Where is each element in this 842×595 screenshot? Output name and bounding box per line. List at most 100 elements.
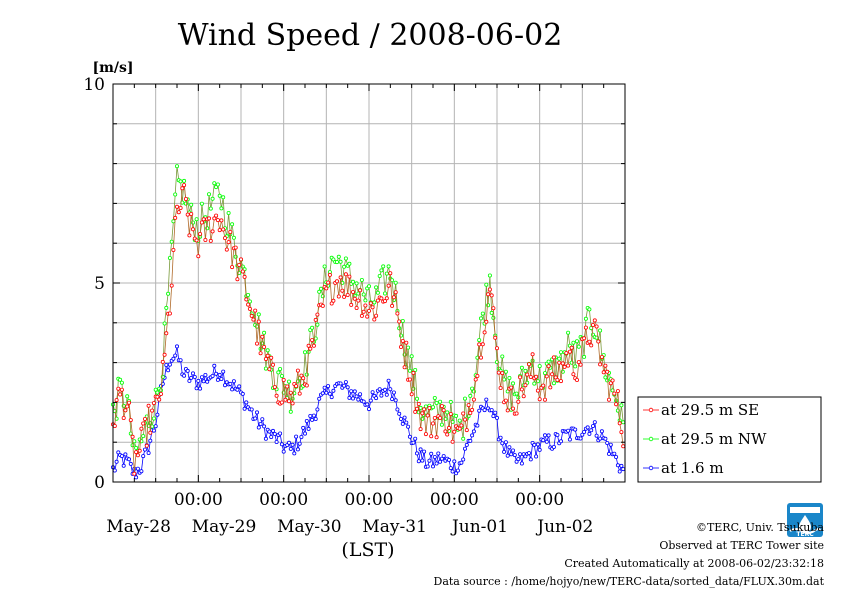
data-point	[575, 377, 580, 382]
data-point	[230, 387, 235, 392]
data-point	[260, 417, 265, 422]
data-point	[281, 449, 286, 454]
data-point	[466, 403, 471, 408]
data-point	[573, 427, 578, 432]
wave-icon	[789, 528, 821, 534]
data-point	[523, 368, 528, 373]
data-point	[256, 319, 261, 324]
data-point	[196, 254, 201, 259]
data-point	[550, 372, 555, 377]
data-point	[297, 441, 302, 446]
data-point	[134, 475, 139, 480]
data-point	[532, 442, 537, 447]
data-point	[503, 369, 508, 374]
data-point	[429, 451, 434, 456]
data-point	[215, 377, 220, 382]
data-point	[448, 466, 453, 471]
data-point	[338, 381, 343, 386]
legend-box	[637, 396, 822, 483]
data-point	[441, 454, 446, 459]
data-point	[233, 245, 238, 250]
data-point	[425, 464, 430, 469]
data-point	[173, 353, 178, 358]
data-point	[354, 394, 359, 399]
data-point	[219, 218, 224, 223]
data-point	[398, 344, 403, 349]
data-point	[233, 254, 238, 259]
data-point	[306, 426, 311, 431]
data-point	[116, 386, 121, 391]
data-point	[194, 217, 199, 222]
data-point	[183, 196, 188, 201]
data-point	[418, 447, 423, 452]
data-point	[407, 377, 412, 382]
data-point	[482, 330, 487, 335]
data-point	[121, 415, 126, 420]
data-point	[324, 286, 329, 291]
data-point	[534, 454, 539, 459]
data-point	[254, 410, 259, 415]
data-point	[448, 399, 453, 404]
water-drop-icon	[799, 515, 811, 533]
data-point	[267, 429, 272, 434]
data-point	[343, 380, 348, 385]
data-point	[119, 380, 124, 385]
data-point	[395, 407, 400, 412]
data-point	[274, 393, 279, 398]
data-point	[382, 291, 387, 296]
data-point	[555, 432, 560, 437]
data-point	[318, 286, 323, 291]
data-point	[340, 288, 345, 293]
data-point	[569, 345, 574, 350]
data-point	[281, 377, 286, 382]
data-point	[498, 435, 503, 440]
data-point	[502, 449, 507, 454]
data-point	[598, 362, 603, 367]
data-point	[384, 392, 389, 397]
data-point	[327, 391, 332, 396]
data-point	[315, 322, 320, 327]
data-point	[221, 195, 226, 200]
data-point	[523, 383, 528, 388]
data-point	[551, 355, 556, 360]
data-point	[500, 354, 505, 359]
data-point	[242, 274, 247, 279]
data-point	[413, 436, 418, 441]
data-point	[235, 387, 240, 392]
data-point	[619, 463, 624, 468]
data-point	[607, 451, 612, 456]
data-point	[411, 370, 416, 375]
data-point	[619, 403, 624, 408]
data-point	[594, 433, 599, 438]
date-label: May-28	[106, 517, 171, 537]
data-point	[546, 433, 551, 438]
data-point	[505, 453, 510, 458]
data-point	[429, 434, 434, 439]
data-point	[157, 397, 162, 402]
terc-logo: TERC	[787, 503, 823, 538]
data-point	[576, 344, 581, 349]
data-point	[288, 409, 293, 414]
data-point	[141, 421, 146, 426]
data-point	[543, 397, 548, 402]
data-point	[413, 367, 418, 372]
data-point	[123, 452, 128, 457]
data-point	[459, 460, 464, 465]
data-point	[308, 346, 313, 351]
data-point	[477, 342, 482, 347]
data-point	[528, 374, 533, 379]
data-point	[400, 421, 405, 426]
data-point	[119, 387, 124, 392]
data-point	[468, 393, 473, 398]
data-point	[388, 271, 393, 276]
data-point	[559, 350, 564, 355]
data-point	[473, 377, 478, 382]
data-point	[598, 328, 603, 333]
data-point	[347, 395, 352, 400]
data-point	[397, 411, 402, 416]
data-point	[166, 291, 171, 296]
data-point	[573, 364, 578, 369]
data-point	[231, 379, 236, 384]
data-point	[190, 227, 195, 232]
data-point	[178, 179, 183, 184]
